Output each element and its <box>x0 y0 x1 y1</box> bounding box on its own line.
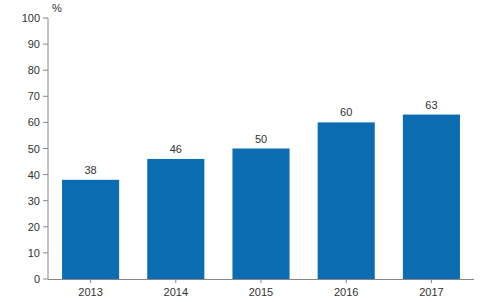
data-label: 46 <box>170 143 182 155</box>
y-tick <box>43 18 48 19</box>
x-tick <box>261 279 262 283</box>
x-tick <box>90 279 91 283</box>
y-tick-label: 30 <box>28 195 40 207</box>
y-axis-label: % <box>52 2 62 14</box>
y-tick-label: 40 <box>28 169 40 181</box>
y-tick <box>43 226 48 227</box>
chart-svg: 0 10 20 30 40 50 60 70 80 90 100% 2013 2014 2015 2016 2… <box>0 0 491 302</box>
chart-container: 0 10 20 30 40 50 60 70 80 90 100% 2013 2014 2015 2016 2… <box>0 0 491 302</box>
y-tick-label: 90 <box>28 38 40 50</box>
y-tick-label: 80 <box>28 64 40 76</box>
x-tick-label: 2014 <box>164 286 188 298</box>
y-tick-label: 20 <box>28 221 40 233</box>
bar <box>403 115 460 279</box>
y-tick-label: 70 <box>28 90 40 102</box>
bar <box>318 122 375 279</box>
x-tick-label: 2013 <box>78 286 102 298</box>
y-tick <box>43 44 48 45</box>
y-tick-label: 60 <box>28 116 40 128</box>
x-tick <box>346 279 347 283</box>
y-tick <box>43 174 48 175</box>
y-tick <box>43 252 48 253</box>
y-tick <box>43 200 48 201</box>
y-tick <box>43 96 48 97</box>
y-tick-label: 50 <box>28 143 40 155</box>
y-tick <box>43 279 48 280</box>
bar <box>232 149 289 280</box>
x-tick <box>175 279 176 283</box>
bar <box>62 180 119 279</box>
data-label: 63 <box>425 99 437 111</box>
bars <box>62 115 460 279</box>
data-label: 60 <box>340 106 352 118</box>
x-tick-label: 2017 <box>419 286 443 298</box>
x-tick <box>431 279 432 283</box>
y-tick <box>43 70 48 71</box>
data-label: 50 <box>255 133 267 145</box>
bar <box>147 159 204 279</box>
data-label: 38 <box>84 164 96 176</box>
x-tick-label: 2015 <box>249 286 273 298</box>
y-tick-label: 100 <box>22 12 40 24</box>
y-tick-label: 0 <box>34 273 40 285</box>
y-tick-label: 10 <box>28 247 40 259</box>
y-tick <box>43 148 48 149</box>
y-tick <box>43 122 48 123</box>
x-tick-label: 2016 <box>334 286 358 298</box>
